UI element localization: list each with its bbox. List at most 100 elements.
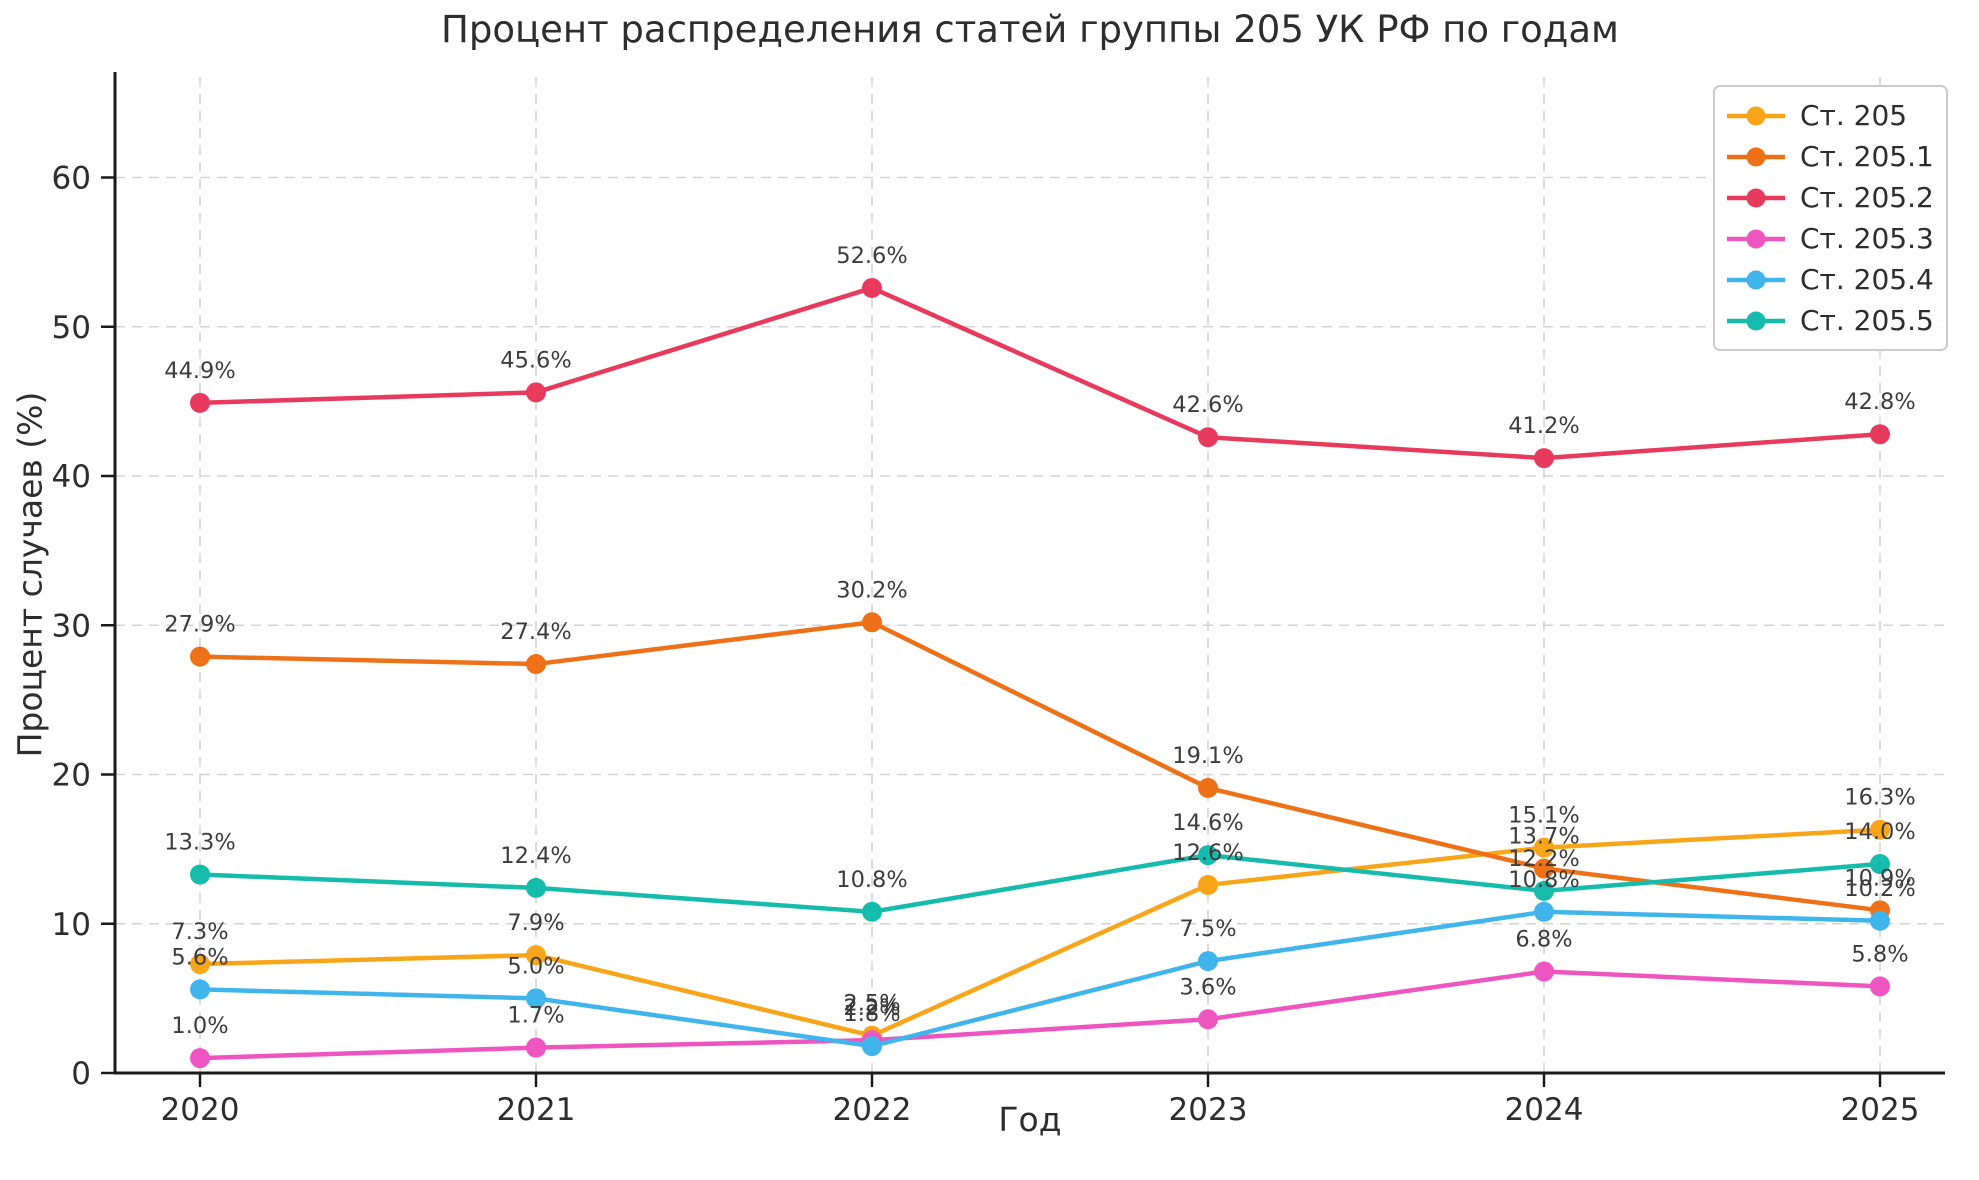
x-tick-label-2020: 2020 [161,1092,240,1128]
data-label-st-205-4-2025: 10.2% [1844,876,1915,902]
legend-item-st-205-4: Ст. 205.4 [1725,259,1946,300]
series-line-st-205-2 [197,285,1883,461]
data-label-st-205-1-2022: 30.2% [836,577,907,603]
data-label-st-205-1-2024: 13.7% [1508,824,1579,850]
legend-marker-icon [1746,106,1766,125]
legend-marker-icon [1746,311,1766,330]
data-label-st-205-2023: 12.6% [1172,840,1243,866]
data-label-st-205-5-2025: 14.0% [1844,819,1915,845]
data-point-st-205-2023 [1198,874,1218,895]
data-label-st-205-4-2024: 10.8% [1508,867,1579,893]
data-point-st-205-1-2024 [1534,858,1554,879]
legend-marker-icon [1746,229,1766,248]
data-point-st-205-1-2022 [862,612,882,633]
legend-label: Ст. 205.5 [1800,304,1934,337]
chart-title: Процент распределения статей группы 205 … [441,8,1619,51]
data-label-st-205-4-2023: 7.5% [1179,916,1236,942]
data-label-st-205-4-2020: 5.6% [171,944,228,970]
data-label-st-205-3-2020: 1.0% [171,1013,228,1039]
series-line-st-205-4 [197,909,1883,1049]
series-line-st-205-1 [197,620,1883,913]
data-label-st-205-2-2023: 42.6% [1172,392,1243,418]
legend-item-st-205: Ст. 205 [1725,95,1946,136]
data-point-st-205-2-2023 [1198,427,1218,448]
legend-swatch-icon [1727,229,1785,248]
data-point-st-205-1-2021 [526,654,546,675]
data-label-st-205-2-2022: 52.6% [836,243,907,269]
x-axis-title: Год [998,1100,1062,1139]
legend-swatch-icon [1727,270,1785,289]
data-label-st-205-2022: 2.5% [843,991,900,1017]
legend-item-st-205-3: Ст. 205.3 [1725,218,1946,259]
data-point-st-205-5-2023 [1198,845,1218,866]
data-label-st-205-2-2024: 41.2% [1508,413,1579,439]
data-label-st-205-3-2021: 1.7% [507,1003,564,1029]
data-point-st-205-4-2020 [190,979,210,1000]
legend-label: Ст. 205.1 [1800,140,1934,173]
y-tick-label-40: 40 [52,459,91,495]
data-label-st-205-2-2020: 44.9% [164,358,235,384]
data-label-st-205-2-2021: 45.6% [500,347,571,373]
data-label-st-205-2024: 15.1% [1508,803,1579,829]
data-point-st-205-3-2020 [190,1048,210,1069]
x-tick-label-2024: 2024 [1505,1092,1584,1128]
data-point-st-205-5-2021 [526,877,546,898]
data-label-st-205-2025: 16.3% [1844,785,1915,811]
data-point-st-205-5-2022 [862,901,882,922]
data-point-st-205-4-2024 [1534,901,1554,922]
series-line-st-205-5 [197,852,1883,915]
legend-swatch-icon [1727,106,1785,125]
legend-marker-icon [1746,188,1766,207]
legend-swatch-icon [1727,188,1785,207]
y-tick-label-50: 50 [52,310,91,346]
data-label-st-205-2021: 7.9% [507,910,564,936]
data-label-st-205-1-2020: 27.9% [164,612,235,638]
legend-label: Ст. 205.3 [1800,222,1934,255]
data-label-st-205-1-2023: 19.1% [1172,743,1243,769]
data-label-st-205-5-2024: 12.2% [1508,846,1579,872]
data-point-st-205-2025 [1870,819,1890,840]
x-tick-label-2025: 2025 [1841,1092,1920,1128]
data-point-st-205-2021 [526,945,546,966]
data-point-st-205-4-2025 [1870,910,1890,931]
y-tick-label-0: 0 [71,1056,91,1092]
series-line-st-205-3 [197,969,1883,1061]
data-label-st-205-2020: 7.3% [171,919,228,945]
data-point-st-205-2020 [190,954,210,975]
data-point-st-205-5-2020 [190,864,210,885]
data-label-st-205-5-2023: 14.6% [1172,810,1243,836]
data-point-st-205-2024 [1534,837,1554,858]
legend-label: Ст. 205 [1800,99,1908,132]
data-point-st-205-4-2021 [526,988,546,1009]
data-label-st-205-3-2024: 6.8% [1515,927,1572,953]
data-point-st-205-3-2025 [1870,976,1890,997]
legend-label: Ст. 205.2 [1800,181,1934,214]
data-point-st-205-5-2025 [1870,854,1890,875]
data-point-st-205-2-2020 [190,392,210,413]
data-point-st-205-1-2020 [190,646,210,667]
data-label-st-205-5-2021: 12.4% [500,843,571,869]
data-label-st-205-4-2022: 1.8% [843,1001,900,1027]
data-point-st-205-2-2024 [1534,448,1554,469]
y-tick-label-20: 20 [52,758,91,794]
legend-item-st-205-2: Ст. 205.2 [1725,177,1946,218]
legend-swatch-icon [1727,311,1785,330]
x-tick-label-2021: 2021 [497,1092,576,1128]
data-point-st-205-3-2024 [1534,961,1554,982]
data-label-st-205-1-2025: 10.9% [1844,865,1915,891]
x-tick-label-2022: 2022 [833,1092,912,1128]
data-label-st-205-4-2021: 5.0% [507,953,564,979]
data-point-st-205-3-2023 [1198,1009,1218,1030]
legend: Ст. 205 Ст. 205.1 Ст. 205.2 Ст. 205.3 Ст. 20… [1713,85,1948,351]
data-point-st-205-5-2024 [1534,880,1554,901]
data-point-st-205-2-2025 [1870,424,1890,445]
legend-item-st-205-5: Ст. 205.5 [1725,300,1946,341]
data-point-st-205-2-2021 [526,382,546,403]
data-label-st-205-3-2025: 5.8% [1851,941,1908,967]
y-tick-label-30: 30 [52,608,91,644]
data-point-st-205-1-2023 [1198,777,1218,798]
legend-item-st-205-1: Ст. 205.1 [1725,136,1946,177]
data-label-st-205-3-2022: 2.2% [843,995,900,1021]
data-point-st-205-4-2022 [862,1036,882,1057]
